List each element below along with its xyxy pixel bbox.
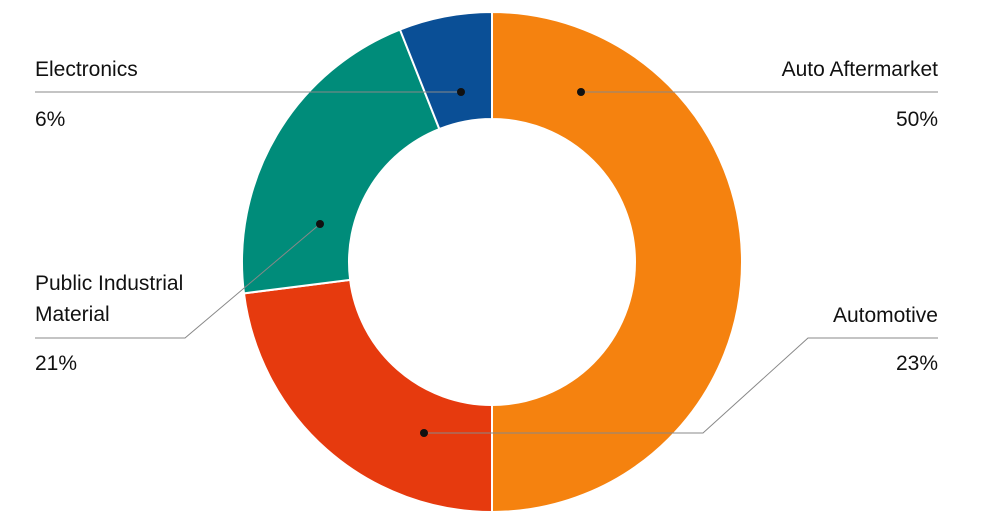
value-label: 6% — [35, 108, 66, 131]
leader-dot — [457, 88, 465, 96]
donut-slice — [491, 10, 743, 514]
value-label: 21% — [35, 352, 78, 375]
leader-dot — [316, 220, 324, 228]
donut-slice — [242, 278, 493, 514]
value-label: 23% — [895, 352, 938, 375]
value-label: 50% — [895, 108, 938, 131]
donut-slice — [241, 28, 441, 295]
donut-slice — [398, 10, 493, 131]
leader-line — [424, 337, 938, 434]
slice-label: Auto Aftermarket — [781, 58, 938, 81]
slice-label: Electronics — [35, 58, 138, 81]
leader-dot — [420, 429, 428, 437]
leader-dot — [577, 88, 585, 96]
slice-label: Automotive — [832, 304, 938, 327]
leader-line — [35, 223, 321, 339]
slice-label: Public Industrial Material — [35, 272, 184, 326]
